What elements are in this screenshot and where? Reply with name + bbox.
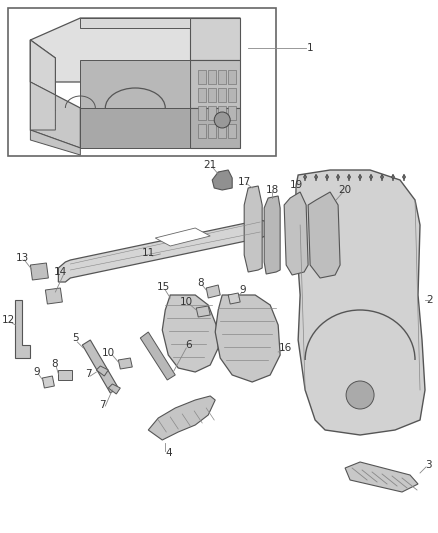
Polygon shape [46, 288, 62, 304]
Circle shape [370, 175, 373, 179]
Text: 8: 8 [51, 359, 58, 369]
Polygon shape [212, 170, 232, 190]
Polygon shape [218, 70, 226, 84]
Circle shape [304, 175, 307, 179]
Text: 19: 19 [290, 180, 303, 190]
Text: 17: 17 [237, 177, 251, 187]
Polygon shape [198, 106, 206, 120]
Polygon shape [58, 220, 268, 282]
Polygon shape [308, 192, 340, 278]
Text: 15: 15 [157, 282, 170, 292]
Polygon shape [96, 366, 108, 376]
Polygon shape [155, 228, 210, 246]
Polygon shape [228, 70, 236, 84]
Polygon shape [228, 124, 236, 138]
Text: 10: 10 [180, 297, 193, 307]
Polygon shape [218, 88, 226, 102]
Circle shape [392, 175, 395, 179]
Polygon shape [30, 18, 240, 82]
Text: 18: 18 [265, 185, 279, 195]
Text: 8: 8 [197, 278, 204, 288]
Polygon shape [30, 130, 80, 155]
Polygon shape [345, 462, 418, 492]
Text: 9: 9 [33, 367, 40, 377]
Polygon shape [80, 18, 190, 28]
Polygon shape [208, 70, 216, 84]
Polygon shape [30, 40, 80, 148]
Text: 11: 11 [141, 248, 155, 258]
Polygon shape [190, 18, 240, 60]
Text: 14: 14 [54, 267, 67, 277]
Text: 2: 2 [427, 295, 433, 305]
Polygon shape [198, 70, 206, 84]
Polygon shape [228, 293, 240, 304]
Bar [8, 8, 276, 156]
Polygon shape [228, 88, 236, 102]
Polygon shape [215, 295, 280, 382]
Polygon shape [30, 263, 48, 280]
Text: 21: 21 [204, 160, 217, 170]
Circle shape [214, 112, 230, 128]
Polygon shape [218, 106, 226, 120]
Polygon shape [198, 124, 206, 138]
Polygon shape [208, 106, 216, 120]
Polygon shape [228, 106, 236, 120]
Polygon shape [264, 196, 280, 274]
Circle shape [314, 175, 318, 179]
Polygon shape [118, 358, 132, 369]
Text: 7: 7 [99, 400, 106, 410]
Polygon shape [218, 124, 226, 138]
Polygon shape [80, 60, 190, 108]
Polygon shape [198, 88, 206, 102]
Polygon shape [162, 295, 218, 372]
Polygon shape [208, 88, 216, 102]
Text: 3: 3 [425, 460, 431, 470]
Text: 6: 6 [185, 340, 191, 350]
Text: 7: 7 [85, 369, 92, 379]
Circle shape [325, 175, 328, 179]
Polygon shape [15, 300, 30, 358]
Polygon shape [295, 170, 425, 435]
Text: 5: 5 [72, 333, 79, 343]
Text: 10: 10 [102, 348, 115, 358]
Polygon shape [42, 376, 54, 388]
Text: 20: 20 [339, 185, 352, 195]
Text: 1: 1 [307, 43, 314, 53]
Polygon shape [108, 384, 120, 394]
Text: 13: 13 [16, 253, 29, 263]
Text: 12: 12 [2, 315, 15, 325]
Polygon shape [206, 285, 220, 298]
Text: 16: 16 [279, 343, 292, 353]
Polygon shape [196, 306, 210, 317]
Circle shape [336, 175, 339, 179]
Polygon shape [30, 40, 55, 95]
Text: 4: 4 [165, 448, 172, 458]
Circle shape [359, 175, 362, 179]
Circle shape [381, 175, 384, 179]
Circle shape [346, 381, 374, 409]
Circle shape [403, 175, 406, 179]
Polygon shape [190, 60, 240, 108]
Polygon shape [82, 340, 118, 393]
Polygon shape [208, 124, 216, 138]
Polygon shape [30, 82, 55, 130]
Polygon shape [140, 332, 175, 380]
Polygon shape [148, 396, 215, 440]
Polygon shape [244, 186, 262, 272]
Polygon shape [284, 192, 308, 275]
Polygon shape [58, 370, 72, 380]
Circle shape [348, 175, 350, 179]
Polygon shape [190, 108, 240, 148]
Polygon shape [80, 108, 190, 148]
Text: 9: 9 [239, 285, 246, 295]
